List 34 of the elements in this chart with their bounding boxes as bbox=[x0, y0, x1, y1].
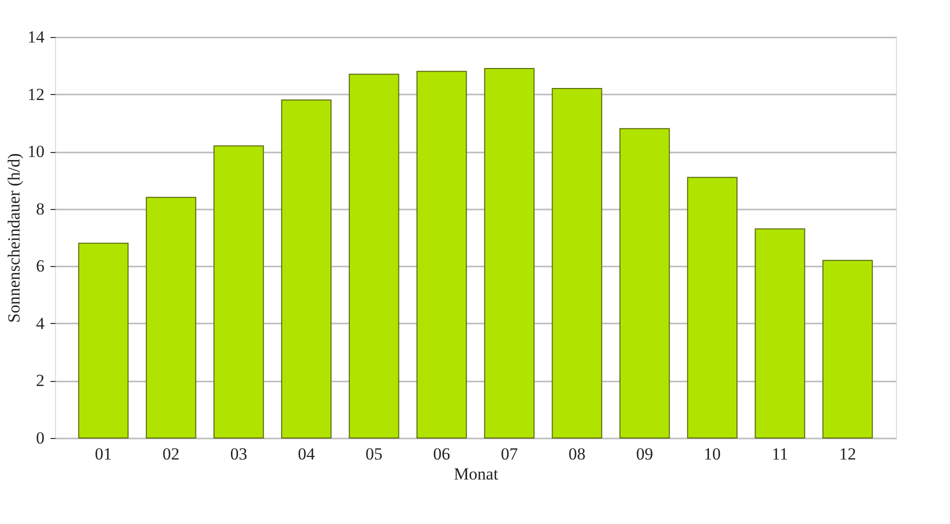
bar bbox=[754, 228, 806, 438]
y-tick-label: 12 bbox=[28, 84, 44, 104]
x-tick-label: 04 bbox=[298, 444, 316, 464]
x-tick-label: 08 bbox=[568, 444, 586, 464]
bar bbox=[619, 128, 670, 438]
y-tick-label: 14 bbox=[28, 28, 45, 46]
x-tick-label: 11 bbox=[772, 444, 788, 464]
x-tick-label: 10 bbox=[704, 444, 721, 464]
bar bbox=[281, 100, 332, 438]
y-tick-label: 2 bbox=[36, 371, 44, 390]
x-tick-label: 03 bbox=[230, 444, 248, 464]
x-tick-label: 12 bbox=[839, 444, 856, 464]
x-tick-label: 02 bbox=[162, 444, 180, 464]
x-tick-label: 05 bbox=[366, 444, 383, 464]
bar bbox=[552, 88, 602, 438]
y-axis-title: Sonnenscheindauer (h/d) bbox=[4, 153, 24, 323]
x-tick-label: 01 bbox=[94, 444, 112, 464]
y-tick-label: 10 bbox=[28, 142, 44, 162]
bar bbox=[348, 74, 400, 438]
bar bbox=[416, 70, 467, 438]
x-tick-label: 07 bbox=[500, 444, 518, 464]
bar bbox=[687, 176, 738, 438]
y-tick-label: 8 bbox=[36, 199, 44, 218]
x-tick-label: 06 bbox=[433, 444, 450, 464]
x-tick-label: 09 bbox=[636, 444, 654, 464]
y-tick-label: 6 bbox=[36, 256, 44, 276]
bar bbox=[214, 145, 264, 438]
bar bbox=[484, 68, 535, 438]
bar bbox=[78, 242, 129, 438]
y-tick-label: 0 bbox=[36, 428, 44, 448]
bar bbox=[822, 260, 873, 438]
bar bbox=[146, 196, 196, 438]
x-axis-title: Monat bbox=[454, 464, 498, 484]
y-tick-label: 4 bbox=[36, 314, 45, 333]
